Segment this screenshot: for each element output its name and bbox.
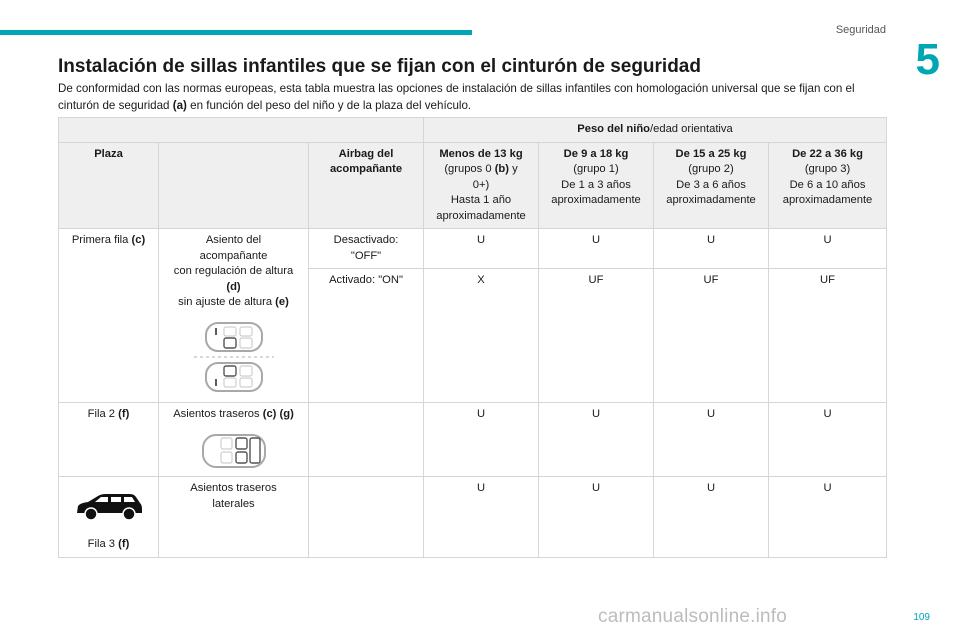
- col-header-plaza: Plaza: [58, 141, 159, 229]
- child-seat-table: Peso del niño/edad orientativa Plaza Air…: [58, 117, 888, 558]
- cell-seat-second: Asientos traseros (c) (g): [158, 402, 309, 477]
- weight-0-l1c: y: [508, 163, 518, 175]
- seat-front-l3: con regulación de altura: [173, 265, 294, 277]
- airbag-header-line1: Airbag del: [338, 147, 394, 160]
- plaza-front-label: Primera fila: [71, 234, 132, 246]
- front-passenger-seat-diagram: [193, 321, 274, 392]
- table-row-third: Fila 3 (f) Asientos traseros laterales U…: [58, 476, 888, 558]
- intro-text-1: De conformidad con las normas europeas, …: [58, 82, 855, 112]
- col-header-weight-0: Menos de 13 kg (grupos 0 (b) y 0+) Hasta…: [423, 141, 539, 229]
- table-row-second: Fila 2 (f) Asientos traseros (c) (g) U U…: [58, 402, 888, 477]
- weight-3-l1: (grupo 3): [804, 163, 851, 175]
- col-header-weight-1: De 9 a 18 kg (grupo 1) De 1 a 3 años apr…: [538, 141, 654, 229]
- seat-second-label: Asientos traseros: [173, 408, 263, 420]
- weight-1-l1: (grupo 1): [573, 163, 619, 175]
- weight-3-l3: aproximadamente: [782, 194, 873, 206]
- value-cell: U: [423, 228, 539, 269]
- weight-1-label: De 9 a 18 kg: [563, 147, 629, 160]
- second-row-seat-diagram: [201, 433, 266, 468]
- chapter-number: 5: [915, 35, 940, 84]
- plaza-third-wrapper: Fila 3 (f): [63, 537, 154, 553]
- seat-second-ref: (c) (g): [262, 408, 294, 420]
- weight-header-rest: /edad orientativa: [650, 123, 733, 135]
- weight-2-l2: De 3 a 6 años: [676, 178, 746, 191]
- top-accent-bar: [0, 30, 472, 35]
- plaza-second-label: Fila 2: [87, 408, 119, 420]
- value-cell: U: [653, 228, 769, 269]
- cell-airbag-off: Desactivado: "OFF": [308, 228, 424, 269]
- value-cell: U: [767, 228, 888, 269]
- table-column-header-row: Plaza Airbag del acompañante Menos de 13…: [58, 141, 888, 229]
- value-cell: U: [767, 476, 888, 558]
- section-label: Seguridad: [835, 24, 886, 36]
- table-row-front-airbag-on: Activado: "ON" X UF UF UF: [59, 268, 888, 403]
- col-header-weight-2: De 15 a 25 kg (grupo 2) De 3 a 6 años ap…: [653, 141, 769, 229]
- cell-plaza-second: Fila 2 (f): [58, 402, 159, 477]
- col-header-airbag: Airbag del acompañante: [308, 141, 424, 229]
- cell-plaza-third: Fila 3 (f): [58, 476, 159, 558]
- seat-front-l1: Asiento del: [205, 234, 262, 246]
- weight-0-l3: Hasta 1 año: [450, 194, 512, 206]
- cell-airbag-empty: [308, 402, 424, 477]
- weight-3-l2: De 6 a 10 años: [789, 178, 866, 191]
- value-cell: U: [538, 228, 654, 269]
- cell-airbag-empty: [308, 476, 424, 558]
- page-number: 109: [913, 612, 930, 623]
- col-header-weight-3: De 22 a 36 kg (grupo 3) De 6 a 10 años a…: [767, 141, 888, 229]
- weight-2-l1: (grupo 2): [688, 163, 734, 175]
- weight-0-l1b: (b): [494, 163, 509, 175]
- empty-header-cell: [58, 117, 424, 143]
- value-cell: X: [423, 268, 539, 403]
- intro-paragraph: De conformidad con las normas europeas, …: [58, 80, 888, 114]
- weight-3-label: De 22 a 36 kg: [792, 147, 863, 160]
- weight-group-header: Peso del niño/edad orientativa: [422, 117, 888, 143]
- weight-0-l1a: (grupos 0: [444, 163, 495, 175]
- plaza-third-ref: (f): [118, 538, 130, 550]
- col-header-seat: [158, 141, 309, 229]
- weight-0-label: Menos de 13 kg: [439, 147, 523, 160]
- seat-third-l2: laterales: [212, 497, 255, 510]
- cell-plaza-front: Primera fila (c): [58, 228, 159, 403]
- cell-seat-front: Asiento del acompañante con regulación d…: [158, 228, 309, 403]
- watermark-text: carmanualsonline.info: [598, 606, 788, 627]
- table-group-header-row: Peso del niño/edad orientativa: [58, 117, 888, 143]
- car-silhouette-icon: [76, 494, 142, 521]
- weight-0-l2: 0+): [472, 178, 490, 191]
- page-title: Instalación de sillas infantiles que se …: [58, 56, 701, 77]
- weight-2-label: De 15 a 25 kg: [675, 147, 747, 160]
- intro-text-2: en función del peso del niño y de la pla…: [186, 99, 472, 112]
- plaza-front-ref: (c): [131, 234, 146, 246]
- value-cell: U: [767, 402, 888, 477]
- value-cell: U: [538, 402, 654, 477]
- cell-airbag-on: Activado: "ON": [308, 268, 424, 403]
- value-cell: UF: [767, 268, 888, 403]
- airbag-header-line2: acompañante: [329, 163, 403, 175]
- airbag-off-l2: "OFF": [350, 249, 382, 262]
- seat-third-l1: Asientos traseros: [190, 482, 277, 494]
- value-cell: UF: [538, 268, 654, 403]
- weight-1-l3: aproximadamente: [551, 194, 641, 206]
- value-cell: U: [423, 476, 539, 558]
- seat-front-l4: (d): [226, 280, 241, 293]
- cell-seat-third: Asientos traseros laterales: [158, 476, 309, 558]
- plaza-second-ref: (f): [118, 408, 130, 420]
- seat-front-l2: acompañante: [199, 249, 268, 262]
- plaza-third-label: Fila 3: [87, 538, 119, 550]
- value-cell: UF: [653, 268, 769, 403]
- value-cell: U: [538, 476, 654, 558]
- seat-front-l5-ref: (e): [275, 296, 289, 308]
- value-cell: U: [423, 402, 539, 477]
- airbag-off-l1: Desactivado:: [333, 234, 399, 246]
- value-cell: U: [653, 402, 769, 477]
- weight-1-l2: De 1 a 3 años: [561, 178, 631, 191]
- seat-front-l5: sin ajuste de altura: [178, 296, 276, 308]
- weight-header-bold: Peso del niño: [577, 123, 651, 135]
- value-cell: U: [653, 476, 769, 558]
- table-row-front-airbag-off: Primera fila (c) Asiento del acompañante…: [58, 228, 888, 403]
- intro-ref-a: (a): [172, 99, 187, 112]
- weight-0-l4: aproximadamente: [436, 209, 526, 222]
- weight-2-l3: aproximadamente: [666, 194, 756, 206]
